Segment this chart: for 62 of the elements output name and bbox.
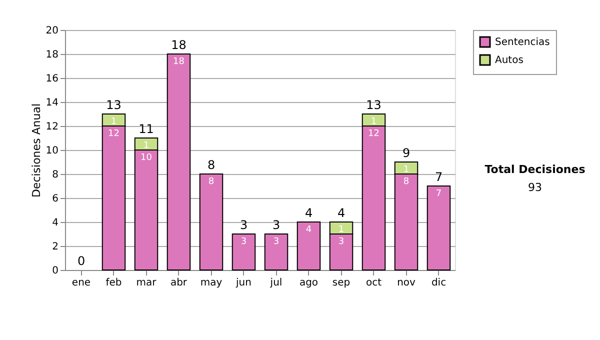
data-label: 1 <box>370 117 377 127</box>
bar <box>199 174 224 270</box>
bar <box>264 234 288 270</box>
x-tick-label: ago <box>299 278 318 288</box>
y-tick-label: 16 <box>46 74 58 84</box>
x-tick-label: jul <box>269 278 282 288</box>
data-label: 12 <box>368 129 380 139</box>
total-label: 4 <box>304 206 313 220</box>
y-axis-title: Decisiones Anual <box>30 103 43 198</box>
y-tick-label: 0 <box>52 266 58 276</box>
x-tick-label: may <box>200 278 222 288</box>
total-label: 8 <box>207 158 216 172</box>
legend-label: Autos <box>495 55 524 66</box>
data-label: 1 <box>403 165 410 175</box>
text: Total Decisiones <box>484 163 586 176</box>
data-label: 3 <box>273 237 280 247</box>
x-tick-label: dic <box>431 278 446 288</box>
total-label: 3 <box>272 218 280 232</box>
y-tick-label: 12 <box>46 122 58 132</box>
bar <box>426 186 451 270</box>
data-label: 18 <box>173 57 185 67</box>
x-tick-label: abr <box>170 278 188 288</box>
data-label: 8 <box>403 177 410 187</box>
y-tick-label: 20 <box>46 26 58 36</box>
data-label: 3 <box>240 237 247 247</box>
data-label: 1 <box>110 117 117 127</box>
total-label: 13 <box>106 98 122 112</box>
y-tick-label: 8 <box>52 170 58 180</box>
y-tick-label: 6 <box>52 194 58 204</box>
total-label: 13 <box>366 98 382 112</box>
x-tick-label: sep <box>332 278 350 288</box>
data-label: 3 <box>338 237 344 247</box>
total-label: 4 <box>337 206 346 220</box>
data-label: 10 <box>140 153 152 163</box>
total-label: 9 <box>402 146 410 160</box>
x-tick-label: feb <box>106 278 122 288</box>
x-tick-label: nov <box>397 278 416 288</box>
x-tick-label: mar <box>136 278 158 288</box>
bar <box>166 54 191 270</box>
data-label: 4 <box>306 225 312 235</box>
data-label: 1 <box>143 141 150 151</box>
legend-label: Sentencias <box>495 37 550 48</box>
y-tick-label: 18 <box>46 50 58 60</box>
data-label: 8 <box>208 177 214 187</box>
total-label: 7 <box>434 170 443 184</box>
bar <box>296 222 321 270</box>
total-label: 0 <box>77 254 86 268</box>
total-label: 3 <box>240 218 248 232</box>
y-tick-label: 2 <box>52 242 58 252</box>
data-label: 12 <box>108 129 120 139</box>
bar <box>232 234 256 270</box>
x-tick-label: jun <box>235 278 252 288</box>
y-tick-label: 14 <box>46 98 58 108</box>
total-label: 11 <box>138 122 154 136</box>
text: 93 <box>528 181 542 194</box>
data-label: 1 <box>338 225 344 235</box>
x-tick-label: ene <box>72 278 91 288</box>
x-tick-label: oct <box>366 278 382 288</box>
y-tick-label: 4 <box>52 218 58 228</box>
y-tick-label: 10 <box>46 146 58 156</box>
total-label: 18 <box>171 38 186 52</box>
data-label: 7 <box>436 189 442 199</box>
